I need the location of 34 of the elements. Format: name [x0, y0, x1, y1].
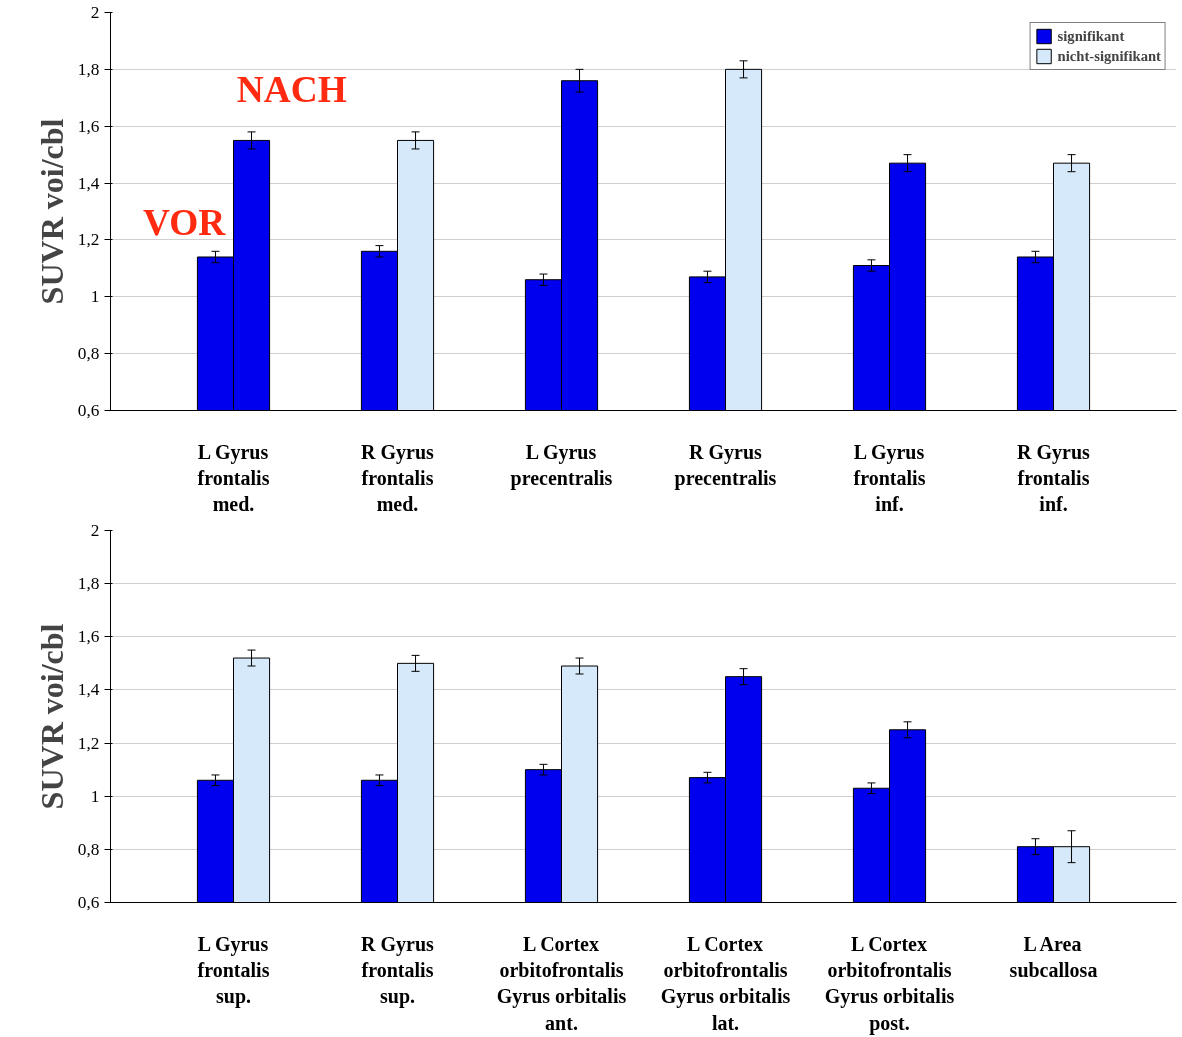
x-tick-label: L Cortex orbitofrontalis Gyrus orbitalis ant.: [496, 932, 627, 1034]
x-tick-label: L Gyrus frontalis sup.: [197, 932, 270, 1009]
y-tick-label: 0,6: [77, 401, 100, 420]
x-tick-label: L Gyrus frontalis med.: [197, 440, 270, 516]
y-tick-label: 1,2: [77, 733, 100, 753]
y-axis-title: SUVR voi/cbl: [33, 118, 70, 305]
x-tick-label: R Gyrus frontalis med.: [361, 440, 435, 516]
y-tick-label: 0,8: [77, 839, 100, 859]
legend-label: nicht-signifikant: [1057, 47, 1161, 65]
y-tick-label: 1,6: [77, 627, 100, 647]
x-tick-label: R Gyrus precentralis: [674, 440, 777, 490]
legend-label: signifikant: [1057, 27, 1125, 45]
y-tick-label: 1,2: [77, 230, 100, 250]
y-tick-label: 2: [90, 3, 100, 22]
x-tick-label: L Area subcallosa: [1009, 932, 1098, 981]
y-tick-label: 1,4: [77, 173, 100, 193]
x-tick-label: R Gyrus frontalis sup.: [361, 932, 435, 1009]
annotation: VOR: [143, 201, 227, 243]
y-tick-label: 1,8: [77, 574, 100, 594]
y-tick-label: 1: [90, 786, 100, 806]
y-axis-title: SUVR voi/cbl: [33, 623, 70, 810]
x-tick-label: L Gyrus precentralis: [510, 440, 613, 490]
x-tick-label: L Cortex orbitofrontalis Gyrus orbitalis post.: [824, 932, 955, 1035]
y-tick-label: 2: [90, 521, 100, 540]
y-tick-label: 1: [90, 287, 100, 307]
x-tick-label: L Cortex orbitofrontalis Gyrus orbitalis lat.: [660, 932, 791, 1034]
y-tick-label: 1,8: [77, 59, 100, 79]
y-tick-label: 1,6: [77, 116, 100, 136]
y-tick-label: 0,6: [77, 893, 100, 912]
annotation: NACH: [236, 69, 347, 111]
x-tick-label: R Gyrus frontalis inf.: [1017, 440, 1091, 516]
y-tick-label: 1,4: [77, 680, 100, 700]
x-tick-label: L Gyrus frontalis inf.: [853, 440, 926, 516]
y-tick-label: 0,8: [77, 344, 100, 364]
